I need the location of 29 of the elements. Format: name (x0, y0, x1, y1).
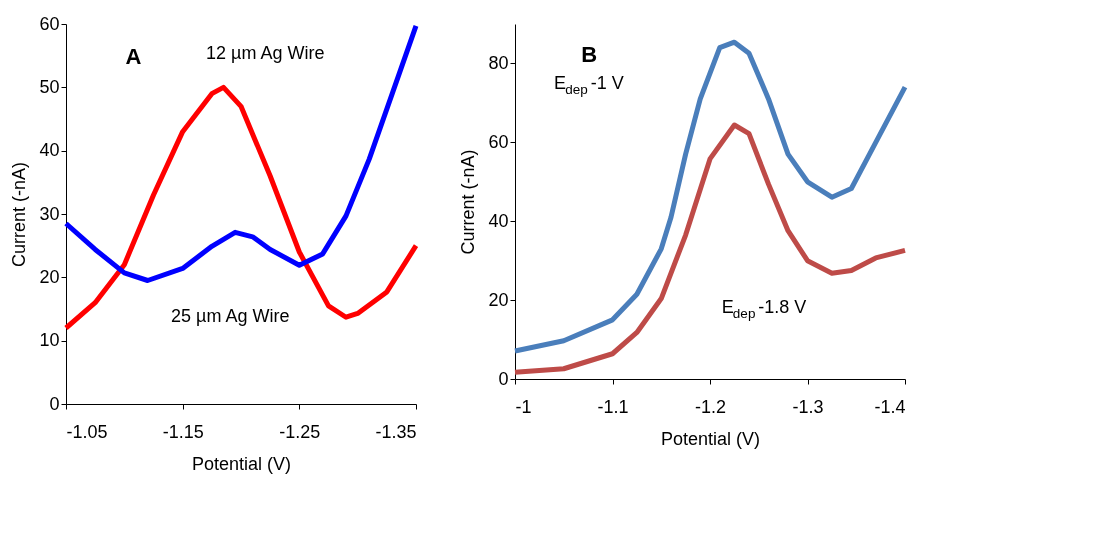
y-tick-label: 30 (39, 203, 60, 224)
x-axis-title: Potential (V) (191, 453, 292, 474)
x-tick-label: -1.35 (375, 421, 417, 442)
x-tick-label: -1.3 (792, 396, 824, 417)
y-tick-label: 40 (39, 140, 60, 161)
x-tick-label: -1 (515, 396, 532, 417)
y-tick-label: 20 (488, 289, 509, 310)
y-tick-label: 50 (39, 76, 60, 97)
x-tick-label: -1.4 (874, 396, 906, 417)
y-tick-label: 60 (39, 13, 60, 34)
y-tick-label: 0 (498, 368, 509, 389)
y-tick-label: 60 (488, 131, 509, 152)
annotation: 25 µm Ag Wire (171, 305, 290, 326)
text: A (125, 43, 142, 69)
y-axis-title: Current (-nA) (458, 149, 479, 255)
y-tick-label: 0 (49, 393, 60, 414)
y-tick-label: 10 (39, 330, 60, 351)
annotation: 12 µm Ag Wire (206, 43, 325, 64)
text: B (581, 42, 598, 68)
x-tick-label: -1.1 (597, 396, 629, 417)
x-tick-label: -1.15 (162, 421, 204, 442)
x-tick-label: -1.2 (694, 396, 727, 417)
y-axis-title: Current (-nA) (9, 161, 30, 268)
x-tick-label: -1.25 (279, 421, 321, 442)
x-axis-title: Potential (V) (660, 428, 761, 449)
y-tick-label: 80 (488, 52, 509, 73)
x-tick-label: -1.05 (66, 421, 108, 442)
y-tick-label: 40 (488, 210, 509, 231)
y-tick-label: 20 (39, 266, 60, 287)
